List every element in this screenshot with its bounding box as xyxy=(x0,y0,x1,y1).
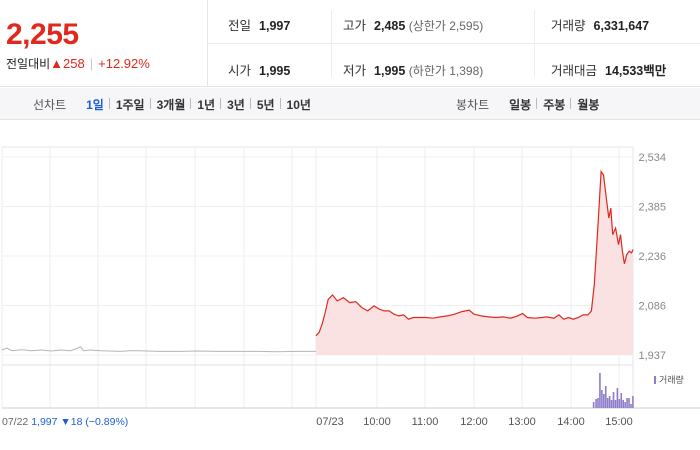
x-tick-label: 15:00 xyxy=(605,416,633,428)
x-tick-label: 07/23 xyxy=(316,416,344,428)
x-tick-label: 12:00 xyxy=(460,416,488,428)
low-label: 저가 xyxy=(343,64,367,78)
line-tab-0[interactable]: 1일 xyxy=(86,97,104,112)
volume-bar xyxy=(618,399,621,408)
up-arrow-icon: ▲ xyxy=(50,56,64,71)
line-chart-tabs: 선차트 1일 1주일 3개월 1년 3년 5년 10년 xyxy=(33,88,317,120)
candle-chart-tabs: 봉차트 일봉 주봉 월봉 xyxy=(456,88,605,120)
volume-bar xyxy=(606,398,609,408)
volume-bar xyxy=(632,396,634,408)
price-change-row: 전일대비▲258 | +12.92% xyxy=(6,55,150,72)
change-separator: | xyxy=(89,56,94,71)
line-tab-2[interactable]: 3개월 xyxy=(149,96,192,113)
upper-limit: (상한가 2,595) xyxy=(408,19,484,33)
volume-bar xyxy=(612,392,615,408)
trade-amount: 거래대금 14,533백만 xyxy=(551,60,666,79)
change-label: 전일대비 xyxy=(6,57,51,71)
candle-chart-title: 봉차트 xyxy=(456,97,490,112)
volume-bar xyxy=(614,400,617,408)
volume-bar xyxy=(599,373,601,408)
chart-period-tabbar: 선차트 1일 1주일 3개월 1년 3년 5년 10년 봉차트 일봉 주봉 월봉 xyxy=(0,88,700,120)
volume-bar xyxy=(597,398,599,408)
amount-unit: 백만 xyxy=(643,64,667,78)
prev-close-label: 전일 xyxy=(228,19,252,33)
open-price: 시가 1,995 xyxy=(228,60,290,79)
volume-label: 거래량 xyxy=(551,19,586,33)
volume-bar xyxy=(626,398,628,408)
candle-tab-2[interactable]: 월봉 xyxy=(570,96,605,113)
line-tab-1[interactable]: 1주일 xyxy=(108,96,151,113)
quote-info-grid: 전일 1,997 시가 1,995 고가 2,485 (상한가 2,595) 저가 1,… xyxy=(208,0,700,87)
today-price-area xyxy=(316,171,634,355)
candle-tab-1[interactable]: 주봉 xyxy=(536,96,571,113)
low-price: 저가 1,995 (하한가 1,398) xyxy=(343,60,483,79)
prev-day-line xyxy=(1,346,316,353)
divider xyxy=(208,43,700,44)
open-value: 1,995 xyxy=(259,64,291,78)
y-tick-label: 2,385 xyxy=(638,202,666,214)
prev-day-arrow: ▼ xyxy=(57,416,70,428)
volume-bar xyxy=(620,393,623,408)
amount-value: 14,533 xyxy=(605,64,644,78)
volume-bar xyxy=(592,402,595,408)
volume-bar xyxy=(630,404,632,408)
volume-bar xyxy=(624,402,626,408)
prev-close-value: 1,997 xyxy=(259,19,291,33)
quote-header: 2,255 전일대비▲258 | +12.92% 전일 1,997 시가 1,995 고… xyxy=(0,0,700,87)
volume-bar xyxy=(601,390,603,408)
prev-close: 전일 1,997 xyxy=(228,15,290,34)
today-price-line xyxy=(315,169,634,337)
line-tab-6[interactable]: 10년 xyxy=(279,96,317,113)
price-chart: 2,534 2,385 2,236 2,086 1,937 거래량 07/23 10:00 11… xyxy=(1,146,700,428)
x-tick-label: 10:00 xyxy=(363,416,391,428)
volume-value: 6,331,647 xyxy=(593,19,650,33)
volume-bar xyxy=(610,400,613,408)
x-tick-label: 14:00 xyxy=(557,416,585,428)
volume-bar xyxy=(616,388,619,408)
volume-bar xyxy=(628,398,630,408)
y-tick-label: 2,534 xyxy=(638,152,666,164)
current-price: 2,255 xyxy=(6,18,79,51)
volume: 거래량 6,331,647 xyxy=(551,15,649,34)
current-price-box: 2,255 전일대비▲258 | +12.92% xyxy=(0,0,208,87)
volume-bar xyxy=(595,399,597,408)
volume-bar xyxy=(622,400,625,408)
candle-tab-0[interactable]: 일봉 xyxy=(509,97,532,112)
line-chart-title: 선차트 xyxy=(33,97,67,112)
open-label: 시가 xyxy=(228,64,252,78)
amount-label: 거래대금 xyxy=(551,64,598,78)
high-price: 고가 2,485 (상한가 2,595) xyxy=(343,15,483,34)
change-percent: +12.92% xyxy=(98,56,150,71)
change-value: 258 xyxy=(63,56,85,71)
line-tab-3[interactable]: 1년 xyxy=(190,96,221,113)
line-tab-4[interactable]: 3년 xyxy=(220,96,251,113)
lower-limit: (하한가 1,398) xyxy=(408,64,484,78)
volume-legend-label: 거래량 xyxy=(659,374,684,385)
low-value: 1,995 xyxy=(374,64,406,78)
volume-bar xyxy=(608,396,611,408)
x-tick-label: 11:00 xyxy=(412,416,439,428)
prev-day-change: 18 xyxy=(71,416,83,428)
prev-day-date: 07/22 xyxy=(2,416,28,428)
y-tick-label: 2,236 xyxy=(638,251,666,263)
volume-bar xyxy=(604,386,607,408)
volume-legend-swatch xyxy=(654,376,656,384)
high-label: 고가 xyxy=(343,19,367,33)
prev-day-pct: (−0.89%) xyxy=(82,416,128,428)
y-tick-label: 1,937 xyxy=(638,350,666,362)
high-value: 2,485 xyxy=(374,19,406,33)
y-tick-label: 2,086 xyxy=(638,301,666,313)
volume-bar xyxy=(603,394,605,408)
prev-day-summary: 07/22 1,997 ▼18 (−0.89%) xyxy=(2,416,128,428)
plot-frame xyxy=(1,146,634,409)
x-tick-label: 13:00 xyxy=(508,416,536,428)
line-tab-5[interactable]: 5년 xyxy=(249,96,281,113)
prev-day-price: 1,997 xyxy=(28,416,57,428)
